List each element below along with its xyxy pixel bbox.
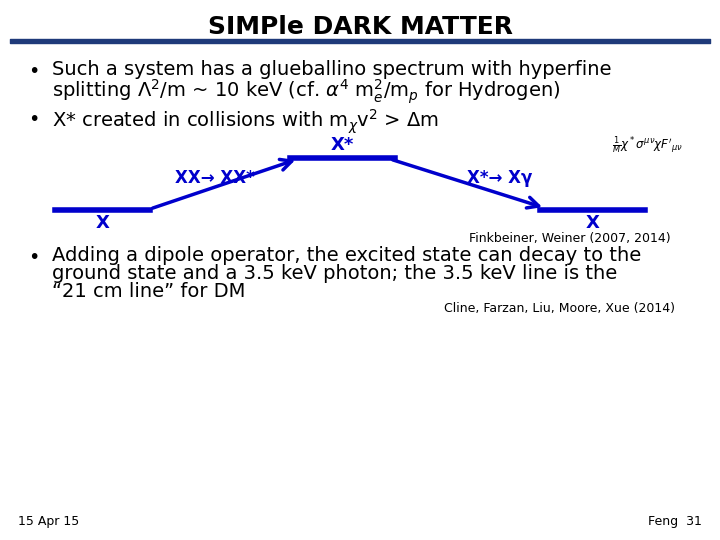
Text: splitting $\Lambda^2$/m ~ 10 keV (cf. $\alpha^4$ m$_e^2$/m$_p$ for Hydrogen): splitting $\Lambda^2$/m ~ 10 keV (cf. $\…: [52, 78, 561, 106]
Text: •: •: [28, 110, 40, 129]
Text: •: •: [28, 248, 40, 267]
Text: SIMPle DARK MATTER: SIMPle DARK MATTER: [207, 15, 513, 39]
Text: X: X: [96, 214, 109, 232]
Text: Such a system has a glueballino spectrum with hyperfine: Such a system has a glueballino spectrum…: [52, 60, 611, 79]
Text: X*→ Xγ: X*→ Xγ: [467, 169, 533, 187]
Text: Finkbeiner, Weiner (2007, 2014): Finkbeiner, Weiner (2007, 2014): [469, 232, 671, 245]
Text: ground state and a 3.5 keV photon; the 3.5 keV line is the: ground state and a 3.5 keV photon; the 3…: [52, 264, 617, 283]
Text: •: •: [28, 62, 40, 81]
Text: X: X: [585, 214, 600, 232]
Text: Adding a dipole operator, the excited state can decay to the: Adding a dipole operator, the excited st…: [52, 246, 642, 265]
Text: Cline, Farzan, Liu, Moore, Xue (2014): Cline, Farzan, Liu, Moore, Xue (2014): [444, 302, 675, 315]
Text: X* created in collisions with m$_\chi$v$^2$ > $\Delta$m: X* created in collisions with m$_\chi$v$…: [52, 108, 439, 137]
Text: 15 Apr 15: 15 Apr 15: [18, 515, 79, 528]
Text: XX→ XX*: XX→ XX*: [175, 169, 255, 187]
Text: “21 cm line” for DM: “21 cm line” for DM: [52, 282, 246, 301]
Text: X*: X*: [330, 136, 354, 154]
Text: Feng  31: Feng 31: [648, 515, 702, 528]
Text: $\frac{1}{M}\chi^*\sigma^{\mu\nu}\chi F'_{\mu\nu}$: $\frac{1}{M}\chi^*\sigma^{\mu\nu}\chi F'…: [612, 134, 683, 156]
